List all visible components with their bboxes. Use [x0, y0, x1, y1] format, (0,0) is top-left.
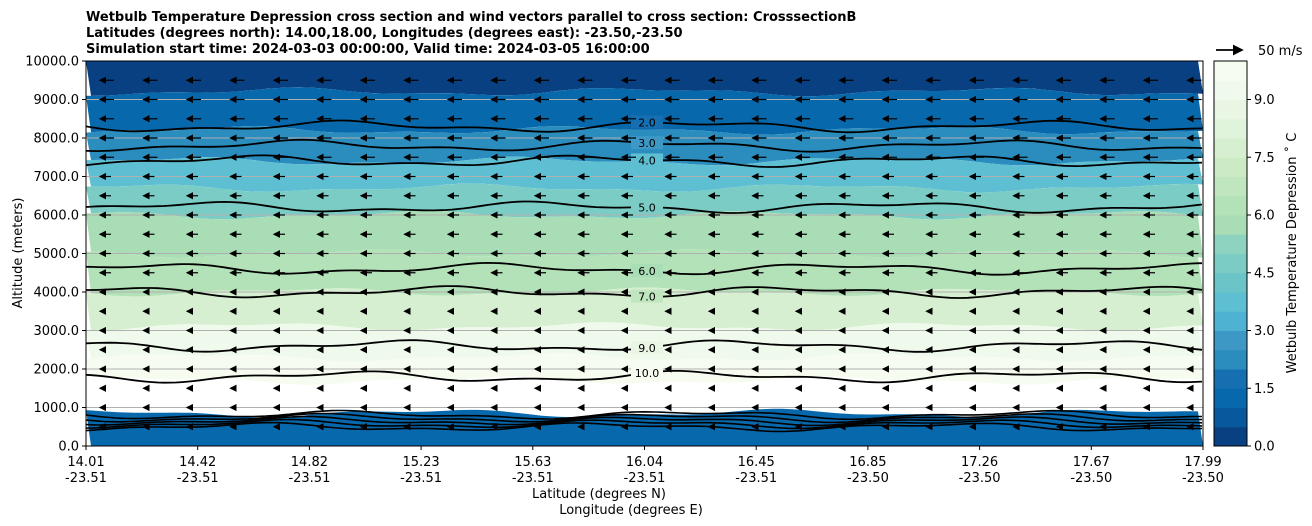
colorbar-tick-label-5: 7.5	[1254, 151, 1275, 166]
colorbar-tick-label-4: 6.0	[1254, 209, 1275, 224]
colorbar-segment-12	[1214, 195, 1247, 216]
y-tick-label-4: 4000.0	[34, 286, 80, 301]
x-tick-label-lon-7: -23.50	[847, 471, 889, 486]
x-tick-label-lat-6: 16.45	[738, 455, 775, 470]
colorbar-segment-5	[1214, 330, 1247, 351]
y-axis-label: Altitude (meters)	[11, 198, 26, 309]
x-tick-label-lat-1: 14.42	[179, 455, 216, 470]
x-tick-label-lon-1: -23.51	[177, 471, 219, 486]
y-tick-label-1: 1000.0	[34, 401, 80, 416]
contour-label-4.0: 4.0	[638, 154, 656, 167]
colorbar-segment-17	[1214, 99, 1247, 120]
contour-label-bg-9.0	[631, 340, 663, 354]
colorbar-segment-19	[1214, 61, 1247, 81]
x-tick-label-lat-2: 14.82	[291, 455, 328, 470]
x-tick-label-lon-10: -23.50	[1182, 471, 1224, 486]
colorbar-segment-15	[1214, 138, 1247, 158]
contour-label-bg-7.0	[631, 289, 663, 303]
x-tick-label-lat-3: 15.23	[402, 455, 439, 470]
x-tick-label-lon-5: -23.51	[624, 471, 666, 486]
x-tick-label-lon-4: -23.51	[512, 471, 554, 486]
x-tick-label-lon-0: -23.51	[65, 471, 107, 486]
x-tick-label-lat-0: 14.01	[67, 455, 104, 470]
colorbar-segment-18	[1214, 80, 1247, 100]
chart-title-line-2: Latitudes (degrees north): 14.00,18.00, …	[86, 26, 683, 41]
y-tick-label-2: 2000.0	[34, 363, 80, 378]
filled-band-5	[86, 210, 1203, 258]
filled-band-3	[86, 156, 1203, 193]
x-tick-label-lon-8: -23.50	[959, 471, 1001, 486]
colorbar-segment-10	[1214, 234, 1247, 254]
filled-band-7	[86, 287, 1203, 332]
x-axis-label-longitude: Longitude (degrees E)	[559, 503, 703, 518]
colorbar-segment-13	[1214, 176, 1247, 197]
colorbar-tick-label-2: 3.0	[1254, 324, 1275, 339]
contour-bundle-line-3	[86, 418, 1203, 430]
colorbar-segment-3	[1214, 369, 1247, 389]
colorbar-segment-2	[1214, 388, 1247, 408]
colorbar-segment-6	[1214, 311, 1247, 331]
colorbar-segment-8	[1214, 272, 1247, 293]
x-tick-label-lat-4: 15.63	[514, 455, 551, 470]
colorbar-tick-label-0: 0.0	[1254, 440, 1275, 455]
contour-label-10.0: 10.0	[635, 367, 660, 380]
y-tick-label-3: 3000.0	[34, 324, 80, 339]
contour-label-bg-6.0	[631, 264, 663, 278]
colorbar-segment-14	[1214, 157, 1247, 177]
contour-label-bg-3.0	[631, 136, 663, 150]
chart-title-line-3: Simulation start time: 2024-03-03 00:00:…	[86, 42, 650, 57]
y-tick-label-6: 6000.0	[34, 209, 80, 224]
colorbar: 0.0 1.5 3.0 4.5 6.0 7.5 9.0 Wetbulb Temperatur…	[1213, 60, 1300, 455]
x-tick-label-lat-8: 17.26	[961, 455, 998, 470]
contour-label-7.0: 7.0	[638, 291, 656, 304]
contour-label-bg-2.0	[631, 115, 663, 129]
x-tick-label-lat-10: 17.99	[1184, 455, 1221, 470]
colorbar-segment-0	[1214, 426, 1247, 447]
plot-area: 2.0 3.0 4.0 5.0 6.0 7.0 9.0 10.0	[85, 60, 1204, 447]
x-axis-label-latitude: Latitude (degrees N)	[532, 487, 666, 502]
contour-label-3.0: 3.0	[638, 137, 656, 150]
x-tick-label-lon-6: -23.51	[735, 471, 777, 486]
y-tick-label-8: 8000.0	[34, 132, 80, 147]
x-tick-label-lon-2: -23.51	[288, 471, 330, 486]
y-tick-label-5: 5000.0	[34, 247, 80, 262]
wind-reference-label: 50 m/s	[1258, 44, 1303, 59]
colorbar-tick-label-1: 1.5	[1254, 382, 1275, 397]
colorbar-segment-4	[1214, 349, 1247, 370]
contour-label-5.0: 5.0	[638, 201, 656, 214]
x-tick-label-lat-5: 16.04	[626, 455, 663, 470]
x-tick-label-lon-9: -23.50	[1070, 471, 1112, 486]
contour-label-bg-5.0	[631, 200, 663, 214]
x-tick-label-lon-3: -23.51	[400, 471, 442, 486]
contour-label-2.0: 2.0	[638, 116, 656, 129]
wind-reference-key: 50 m/s	[1216, 44, 1303, 59]
contour-bundle-line-2	[86, 415, 1203, 427]
contour-bundle-line-1	[86, 412, 1203, 424]
contour-label-6.0: 6.0	[638, 265, 656, 278]
colorbar-frame	[1213, 60, 1248, 447]
contour-bundle-line-0	[86, 409, 1202, 421]
y-tick-label-7: 7000.0	[34, 170, 80, 185]
colorbar-tick-label-3: 4.5	[1254, 266, 1275, 281]
chart-title-line-1: Wetbulb Temperature Depression cross sec…	[86, 10, 856, 25]
contour-label-bg-4.0	[631, 153, 663, 167]
colorbar-tick-label-6: 9.0	[1254, 93, 1275, 108]
y-tick-label-0: 0.0	[58, 440, 79, 455]
y-tick-label-10: 10000.0	[25, 55, 79, 70]
y-tick-label-9: 9000.0	[34, 93, 80, 108]
colorbar-segment-11	[1214, 215, 1247, 235]
x-tick-label-lat-9: 17.67	[1073, 455, 1110, 470]
x-tick-label-lat-7: 16.85	[849, 455, 886, 470]
colorbar-segment-7	[1214, 292, 1247, 312]
contour-label-bg-10.0	[631, 365, 663, 379]
colorbar-segment-9	[1214, 253, 1247, 274]
contour-label-9.0: 9.0	[638, 342, 656, 355]
colorbar-segment-16	[1214, 118, 1247, 139]
filled-band-0	[86, 61, 1203, 97]
colorbar-segment-1	[1214, 407, 1247, 428]
colorbar-label: Wetbulb Temperature Depression ˚ C	[1284, 133, 1300, 374]
